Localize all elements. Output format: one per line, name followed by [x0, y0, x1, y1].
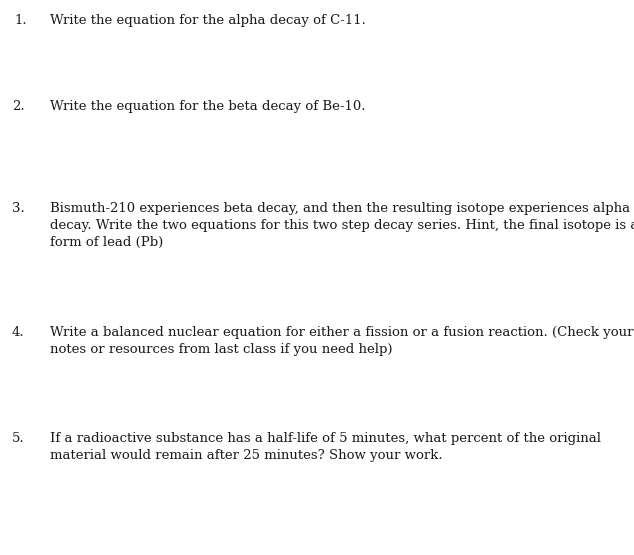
- Text: 3.: 3.: [12, 202, 25, 215]
- Text: Bismuth-210 experiences beta decay, and then the resulting isotope experiences a: Bismuth-210 experiences beta decay, and …: [50, 202, 634, 249]
- Text: If a radioactive substance has a half-life of 5 minutes, what percent of the ori: If a radioactive substance has a half-li…: [50, 432, 601, 462]
- Text: Write the equation for the alpha decay of C-11.: Write the equation for the alpha decay o…: [50, 14, 366, 27]
- Text: Write the equation for the beta decay of Be-10.: Write the equation for the beta decay of…: [50, 100, 365, 113]
- Text: 4.: 4.: [12, 326, 25, 339]
- Text: 1.: 1.: [14, 14, 27, 27]
- Text: Write a balanced nuclear equation for either a fission or a fusion reaction. (Ch: Write a balanced nuclear equation for ei…: [50, 326, 633, 356]
- Text: 2.: 2.: [12, 100, 25, 113]
- Text: 5.: 5.: [12, 432, 25, 445]
